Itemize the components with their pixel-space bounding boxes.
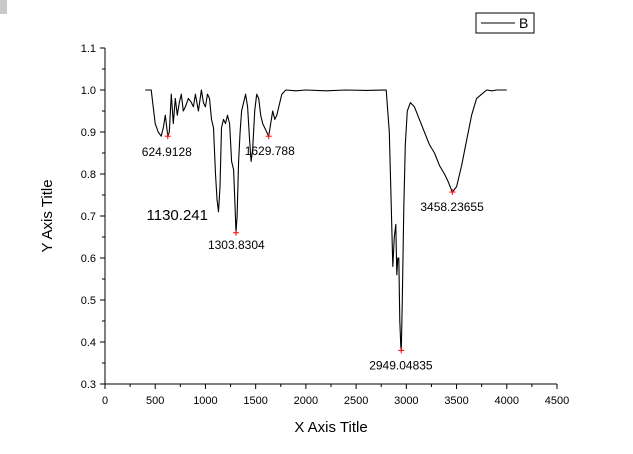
x-tick-label: 4500 bbox=[545, 395, 569, 407]
peak-label: 3458.23655 bbox=[420, 200, 484, 214]
peak-marker bbox=[232, 229, 239, 236]
series-layer bbox=[145, 89, 507, 351]
y-tick-label: 0.7 bbox=[81, 211, 96, 223]
peak-label: 2949.04835 bbox=[369, 358, 433, 372]
x-tick-label: 500 bbox=[146, 395, 164, 407]
peak-label: 624.9128 bbox=[142, 145, 192, 159]
peak-marker bbox=[398, 347, 405, 354]
legend-label-b: B bbox=[519, 15, 528, 31]
legend: B bbox=[475, 12, 535, 34]
series-line-b bbox=[145, 89, 507, 351]
y-axis-ticks: 0.3 0.4 0.5 0.6 0.7 0.8 0.9 1.0 1.1 bbox=[81, 43, 105, 391]
y-tick-label: 0.6 bbox=[81, 253, 96, 265]
y-axis-title: Y Axis Title bbox=[39, 179, 56, 252]
x-tick-label: 0 bbox=[102, 395, 108, 407]
x-tick-label: 1500 bbox=[243, 395, 267, 407]
x-tick-label: 4000 bbox=[495, 395, 519, 407]
x-tick-label: 3000 bbox=[394, 395, 418, 407]
peak-marker bbox=[265, 133, 272, 140]
y-tick-label: 1.1 bbox=[81, 43, 96, 55]
x-tick-label: 1000 bbox=[193, 395, 217, 407]
peak-marker bbox=[164, 133, 171, 140]
y-tick-label: 0.9 bbox=[81, 127, 96, 139]
window-corner-mark bbox=[0, 0, 7, 14]
peak-label: 1629.788 bbox=[245, 144, 295, 158]
x-axis-ticks: 0 500 1000 1500 2000 2500 3000 3500 4000 4500 bbox=[102, 384, 569, 407]
y-tick-label: 0.4 bbox=[81, 337, 96, 349]
y-tick-label: 0.5 bbox=[81, 295, 96, 307]
y-tick-label: 1.0 bbox=[81, 85, 96, 97]
y-tick-label: 0.8 bbox=[81, 169, 96, 181]
y-tick-label: 0.3 bbox=[81, 379, 96, 391]
x-tick-label: 3500 bbox=[444, 395, 468, 407]
x-tick-label: 2000 bbox=[294, 395, 318, 407]
peak-label: 1303.8304 bbox=[208, 238, 265, 252]
peak-marker bbox=[449, 189, 456, 196]
x-axis-title: X Axis Title bbox=[294, 419, 367, 436]
peak-label: 1130.241 bbox=[147, 207, 208, 224]
x-tick-label: 2500 bbox=[344, 395, 368, 407]
